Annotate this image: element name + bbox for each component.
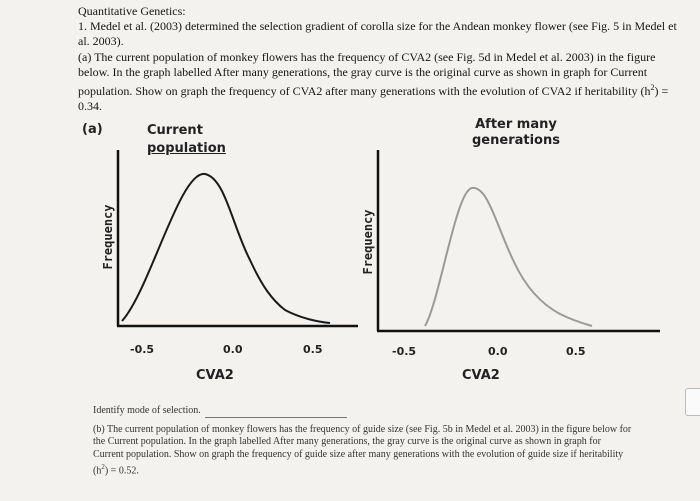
- after-title-line2: generations: [472, 133, 560, 148]
- right-tick-neg: -0.5: [392, 345, 417, 358]
- right-x-axis-label: CVA2: [462, 368, 500, 383]
- section-title: Quantitative Genetics:: [78, 4, 186, 18]
- question-1a-value: ) = 0.34.: [78, 84, 669, 114]
- left-y-axis-label: Frequency: [101, 204, 115, 270]
- question-1-intro: 1. Medel et al. (2003) determined the se…: [78, 19, 677, 49]
- current-title-line1: Current: [147, 123, 203, 138]
- panel-label-a: (a): [82, 122, 103, 137]
- current-population-title: Current population: [147, 122, 226, 158]
- right-y-axis-label: Frequency: [361, 209, 375, 275]
- question-1b: (b) The current population of monkey flo…: [93, 424, 633, 479]
- question-1b-value: ) = 0.52.: [104, 465, 139, 477]
- original-gray-curve: [424, 187, 593, 327]
- current-population-curve: [121, 173, 331, 324]
- question-header: Quantitative Genetics: 1. Medel et al. (…: [78, 4, 678, 114]
- after-many-generations-title: After many generations: [472, 117, 560, 149]
- identify-mode-line: Identify mode of selection.: [93, 405, 633, 418]
- answer-blank-line[interactable]: [204, 407, 347, 418]
- right-tick-zero: 0.0: [488, 345, 508, 358]
- right-tick-pos: 0.5: [566, 345, 586, 358]
- question-footer: Identify mode of selection. (b) The curr…: [93, 405, 633, 478]
- heritability-superscript-b: 2: [101, 463, 105, 472]
- question-1b-text: (b) The current population of monkey flo…: [93, 423, 632, 477]
- question-1a-text: (a) The current population of monkey flo…: [78, 49, 656, 99]
- left-x-axis-label: CVA2: [196, 368, 234, 383]
- left-tick-neg: -0.5: [130, 343, 155, 356]
- current-title-line2: population: [147, 141, 226, 156]
- left-tick-zero: 0.0: [223, 343, 243, 356]
- identify-mode-text: Identify mode of selection.: [93, 405, 201, 416]
- after-title-line1: After many: [475, 117, 557, 132]
- left-tick-pos: 0.5: [303, 343, 323, 356]
- heritability-superscript: 2: [650, 83, 655, 93]
- page-edge-tab-icon[interactable]: [685, 388, 700, 416]
- question-1a: (a) The current population of monkey flo…: [78, 50, 678, 115]
